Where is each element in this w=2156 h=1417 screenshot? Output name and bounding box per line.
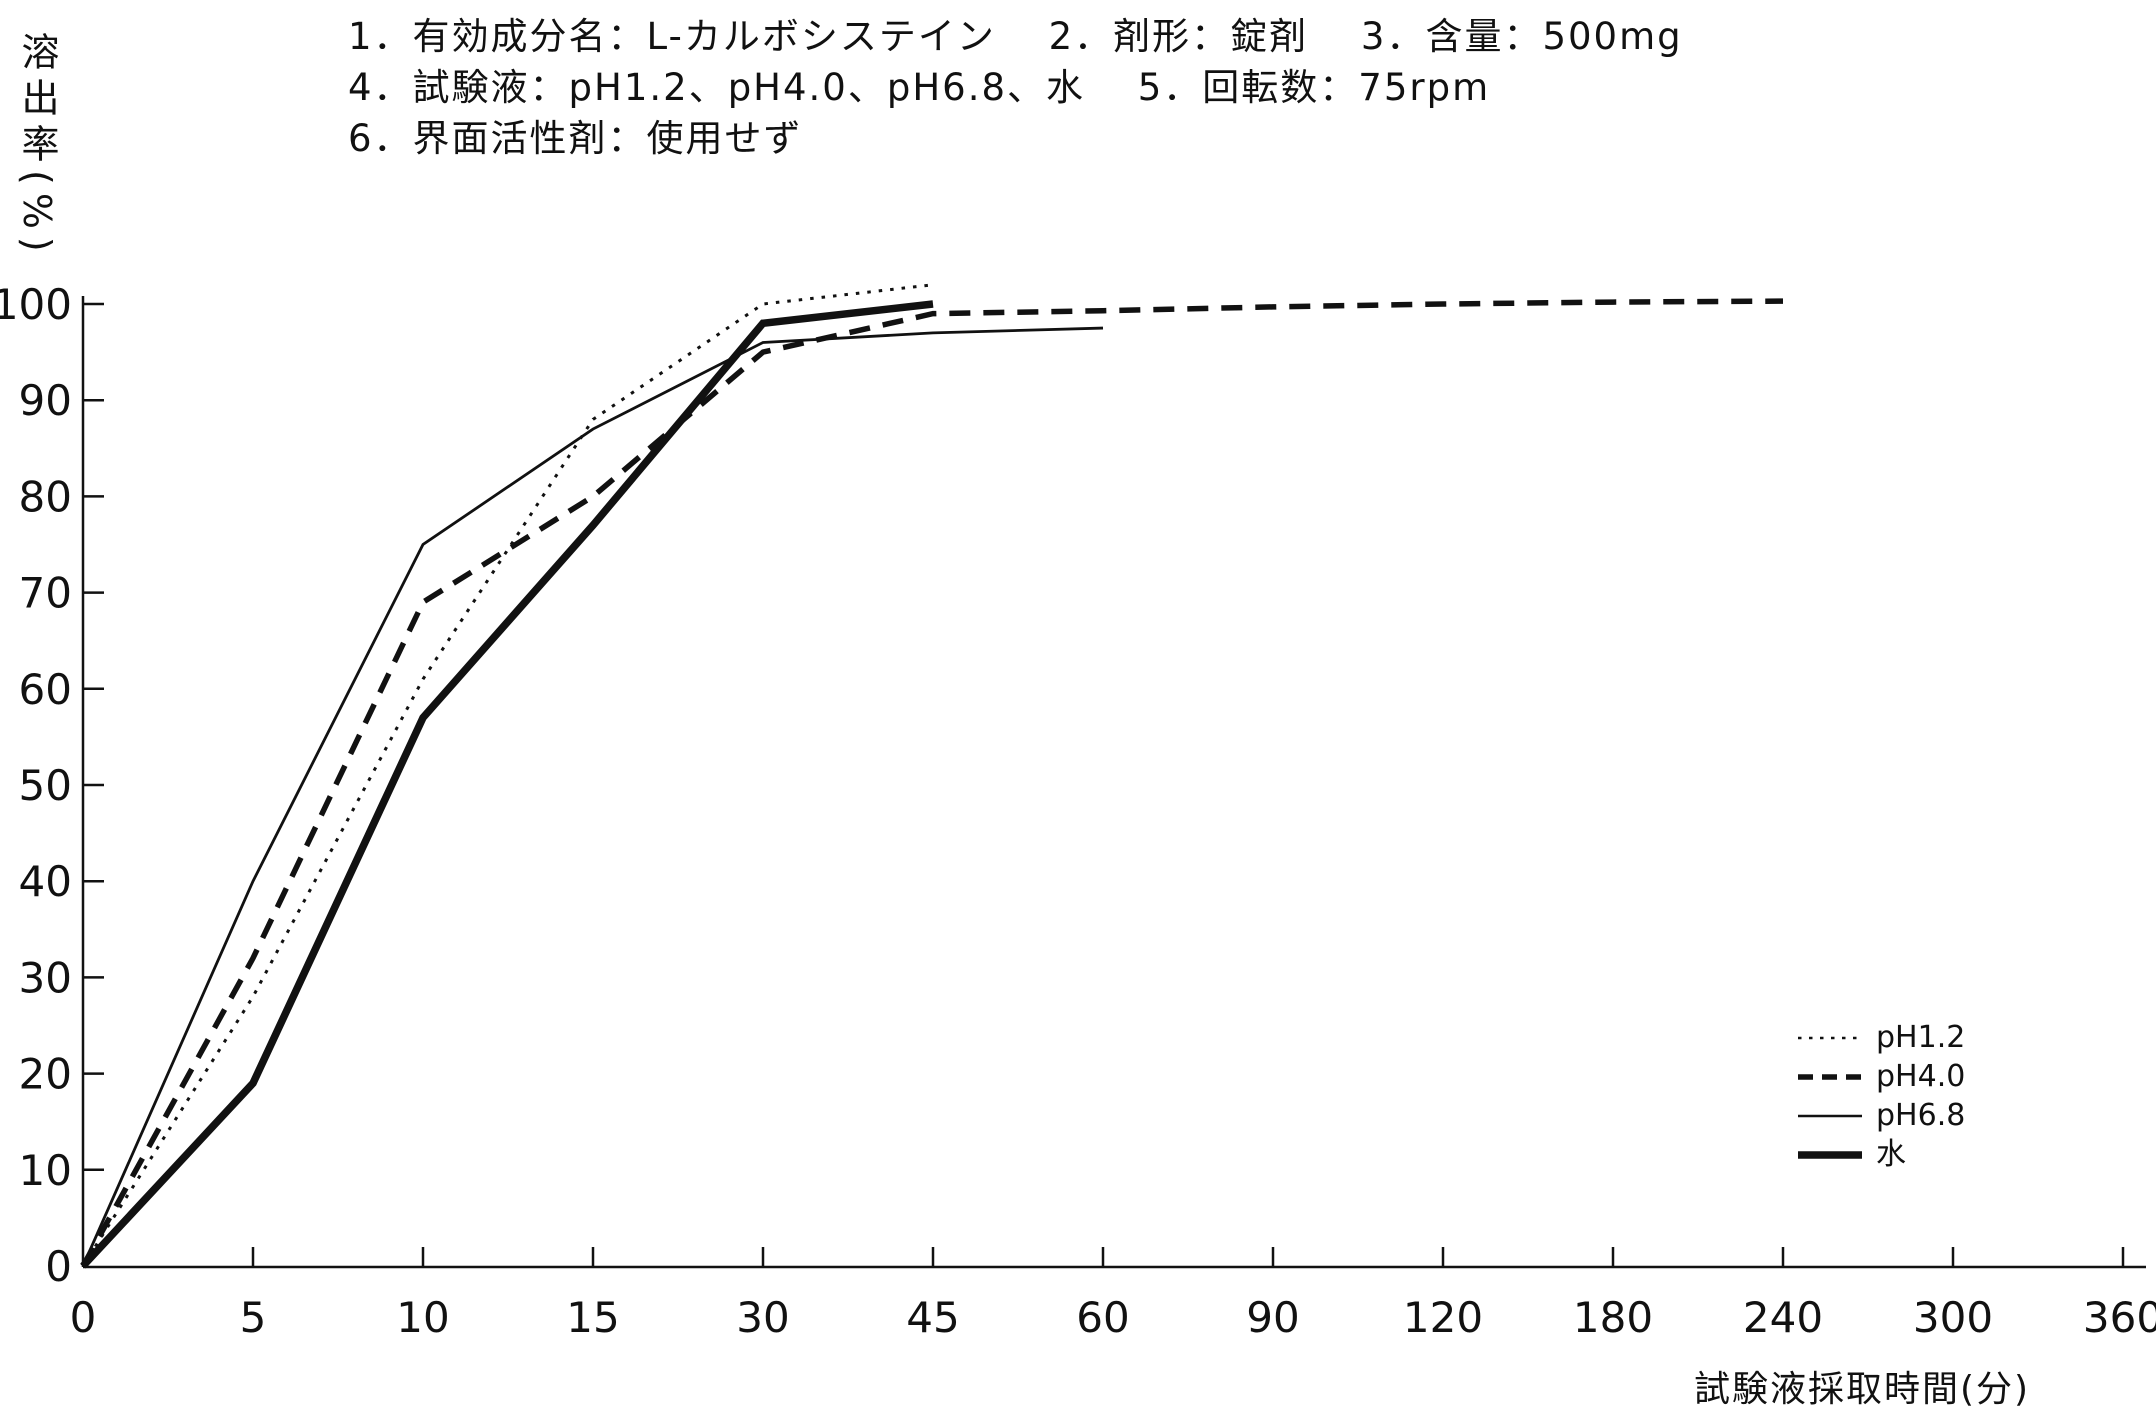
series-line-pH6.8: [81, 326, 1104, 1267]
x-tick-label: 15: [566, 1293, 619, 1342]
x-tick-label: 10: [396, 1293, 449, 1342]
x-tick-label: 45: [906, 1293, 959, 1342]
y-tick-label: 30: [19, 953, 72, 1002]
x-tick-label: 0: [70, 1293, 97, 1342]
legend-item-ph4-0: pH4.0: [1798, 1059, 1965, 1095]
legend-line-thick-solid: [1798, 1151, 1862, 1159]
x-tick-label: 60: [1076, 1293, 1129, 1342]
legend-label-ph1-2: pH1.2: [1876, 1020, 1966, 1055]
y-tick-label: 90: [19, 376, 72, 425]
y-tick-label: 40: [19, 857, 72, 906]
legend-label-water: 水: [1876, 1137, 1906, 1172]
series-line-pH1.2: [81, 283, 934, 1267]
header-line-3: 6．界面活性剤：使用せず: [348, 117, 803, 160]
legend-line-thin-solid: [1798, 1114, 1862, 1118]
header-line-1: 1．有効成分名：L-カルボシステイン 2．剤形：錠剤 3．含量：500mg: [348, 15, 1683, 58]
y-axis-title: 溶出率(%): [15, 32, 59, 260]
x-tick-label: 360: [2083, 1293, 2156, 1342]
legend-item-ph1-2: pH1.2: [1798, 1020, 1965, 1056]
x-tick-label: 300: [1913, 1293, 1993, 1342]
legend-label-ph6-8: pH6.8: [1876, 1098, 1966, 1133]
x-axis-title: 試験液採取時間(分): [1694, 1369, 2031, 1410]
x-tick-label: 180: [1573, 1293, 1653, 1342]
y-tick-label: 60: [19, 665, 72, 714]
x-tick-label: 30: [736, 1293, 789, 1342]
y-tick-label: 80: [19, 472, 72, 521]
y-tick-label: 0: [45, 1242, 72, 1291]
x-tick-label: 90: [1246, 1293, 1299, 1342]
header-line-2: 4．試験液：pH1.2、pH4.0、pH6.8、水 5．回転数：75rpm: [348, 66, 1491, 109]
x-tick-label: 120: [1403, 1293, 1483, 1342]
y-tick-label: 70: [19, 569, 72, 618]
legend-item-ph6-8: pH6.8: [1798, 1098, 1965, 1134]
series-line-水: [80, 300, 934, 1269]
y-tick-label: 50: [19, 761, 72, 810]
legend-line-bold-dashed: [1798, 1074, 1862, 1080]
legend: pH1.2 pH4.0 pH6.8 水: [1798, 1020, 1965, 1173]
x-tick-label: 240: [1743, 1293, 1823, 1342]
y-tick-label: 100: [0, 280, 72, 329]
y-tick-label: 10: [19, 1146, 72, 1195]
y-tick-label: 20: [19, 1050, 72, 1099]
legend-item-water: 水: [1798, 1137, 1965, 1173]
legend-line-fine-dotted: [1798, 1036, 1862, 1040]
x-tick-label: 5: [240, 1293, 267, 1342]
legend-label-ph4-0: pH4.0: [1876, 1059, 1966, 1094]
series-line-pH4.0: [80, 298, 1784, 1268]
